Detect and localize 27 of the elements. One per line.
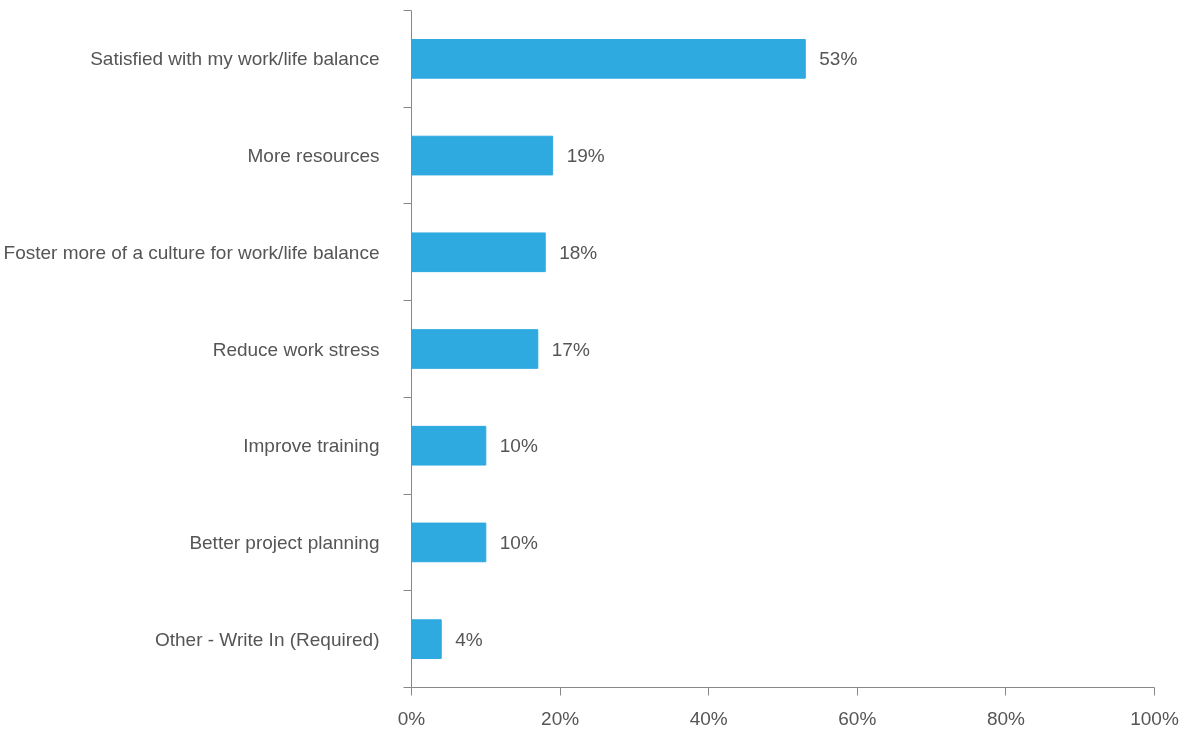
bar (411, 619, 442, 659)
x-tick-label: 0% (397, 707, 426, 729)
x-tick-label: 40% (689, 707, 728, 729)
y-tick-label: Other - Write In (Required) (154, 628, 380, 650)
bar (411, 39, 806, 79)
bar (411, 522, 487, 563)
bar (411, 425, 487, 466)
y-tick-label: More resources (247, 145, 380, 167)
y-tick-label: Reduce work stress (212, 338, 380, 360)
data-label: 4% (455, 628, 483, 650)
y-tick-label: Satisfied with my work/life balance (90, 48, 380, 70)
data-label: 53% (819, 48, 858, 70)
bar (411, 135, 554, 176)
data-label: 10% (499, 531, 538, 553)
y-tick-label: Foster more of a culture for work/life balance (3, 241, 380, 263)
bar (411, 232, 546, 273)
data-label: 19% (566, 145, 605, 167)
x-tick-label: 20% (541, 707, 580, 729)
x-tick-label: 60% (838, 707, 877, 729)
data-label: 17% (551, 338, 590, 360)
data-label: 10% (499, 435, 538, 457)
y-tick-label: Better project planning (189, 531, 380, 553)
y-tick-label: Improve training (243, 435, 380, 457)
data-label: 18% (559, 241, 598, 263)
bar (411, 329, 539, 369)
x-tick-label: 100% (1130, 707, 1179, 729)
x-tick-label: 80% (986, 707, 1026, 729)
